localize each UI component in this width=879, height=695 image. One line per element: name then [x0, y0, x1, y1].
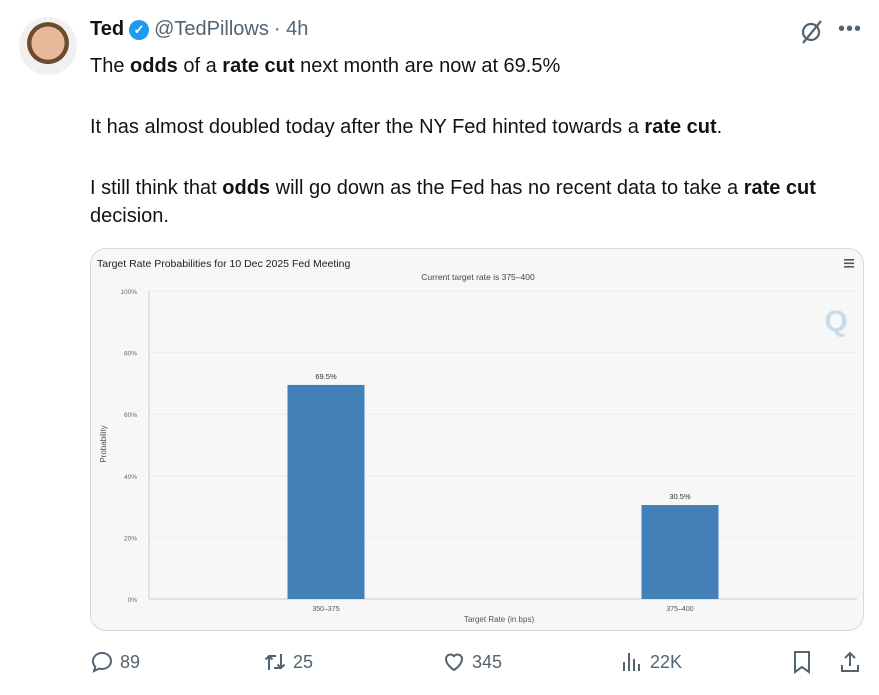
- share-button[interactable]: [838, 650, 862, 674]
- y-tick-label: 20%: [124, 535, 137, 542]
- bar-chart: Target Rate Probabilities for 10 Dec 202…: [97, 258, 857, 624]
- data-label: 30.5%: [669, 492, 691, 501]
- reply-count: 89: [120, 651, 141, 672]
- y-tick-label: 100%: [120, 289, 137, 296]
- y-tick-label: 0%: [128, 597, 138, 604]
- x-tick-label: 350–375: [312, 606, 339, 613]
- share-icon: [841, 651, 859, 672]
- repost-icon: [264, 654, 286, 670]
- bold-text: rate cut: [222, 55, 295, 77]
- tweet-text: The odds of a rate cut next month are no…: [90, 52, 850, 230]
- view-count: 22K: [650, 651, 683, 672]
- bold-text: rate cut: [644, 116, 717, 138]
- y-tick-label: 60%: [124, 412, 137, 419]
- tweet-paragraph: I still think that odds will go down as …: [90, 174, 850, 230]
- bar[interactable]: [287, 384, 365, 599]
- text-segment: will go down as the Fed has no recent da…: [270, 177, 744, 199]
- bold-text: odds: [222, 177, 271, 199]
- y-axis-label: Probability: [99, 425, 108, 462]
- bar[interactable]: [641, 505, 719, 599]
- tweet-paragraph: The odds of a rate cut next month are no…: [90, 52, 850, 80]
- text-segment: of a: [177, 55, 223, 77]
- author-handle[interactable]: @TedPillows: [154, 18, 269, 40]
- menu-icon[interactable]: [844, 259, 854, 268]
- grok-icon[interactable]: [797, 18, 825, 46]
- tweet-paragraph: It has almost doubled today after the NY…: [90, 113, 850, 141]
- author-name[interactable]: Ted: [90, 18, 125, 40]
- x-tick-label: 375–400: [666, 606, 693, 613]
- bold-text: odds: [130, 55, 178, 77]
- y-tick-label: 40%: [124, 474, 137, 481]
- reply-button[interactable]: 89: [90, 650, 140, 674]
- tweet-header: Ted ✓ @TedPillows · 4h: [90, 18, 308, 41]
- heart-icon: [444, 653, 464, 672]
- verified-badge-icon: ✓: [129, 19, 150, 40]
- timestamp[interactable]: · 4h: [273, 18, 309, 40]
- chart-subtitle: Current target rate is 375–400: [421, 272, 535, 282]
- bookmark-icon: [794, 651, 810, 674]
- avatar[interactable]: [19, 17, 77, 75]
- data-label: 69.5%: [315, 372, 337, 381]
- bold-text: rate cut: [743, 177, 816, 199]
- text-segment: The: [90, 55, 131, 77]
- like-button[interactable]: 345: [442, 650, 502, 674]
- bookmark-button[interactable]: [790, 650, 814, 674]
- like-count: 345: [472, 651, 503, 672]
- text-segment: next month are now at 69.5%: [294, 55, 561, 77]
- action-bar: 89 25 345 22K: [90, 650, 865, 678]
- chart-title: Target Rate Probabilities for 10 Dec 202…: [97, 258, 350, 270]
- repost-button[interactable]: 25: [263, 650, 313, 674]
- text-segment: decision.: [90, 205, 169, 227]
- views-button[interactable]: 22K: [620, 650, 682, 674]
- text-segment: .: [716, 116, 723, 138]
- text-segment: I still think that: [90, 177, 223, 199]
- repost-count: 25: [293, 651, 314, 672]
- more-options-icon[interactable]: •••: [838, 18, 863, 40]
- x-axis-label: Target Rate (in bps): [464, 615, 535, 624]
- views-icon: [623, 653, 640, 671]
- text-segment: It has almost doubled today after the NY…: [90, 116, 645, 138]
- watermark-logo: Q: [824, 305, 847, 338]
- reply-icon: [91, 651, 113, 673]
- chart-image[interactable]: Target Rate Probabilities for 10 Dec 202…: [90, 248, 864, 631]
- y-tick-label: 80%: [124, 351, 137, 358]
